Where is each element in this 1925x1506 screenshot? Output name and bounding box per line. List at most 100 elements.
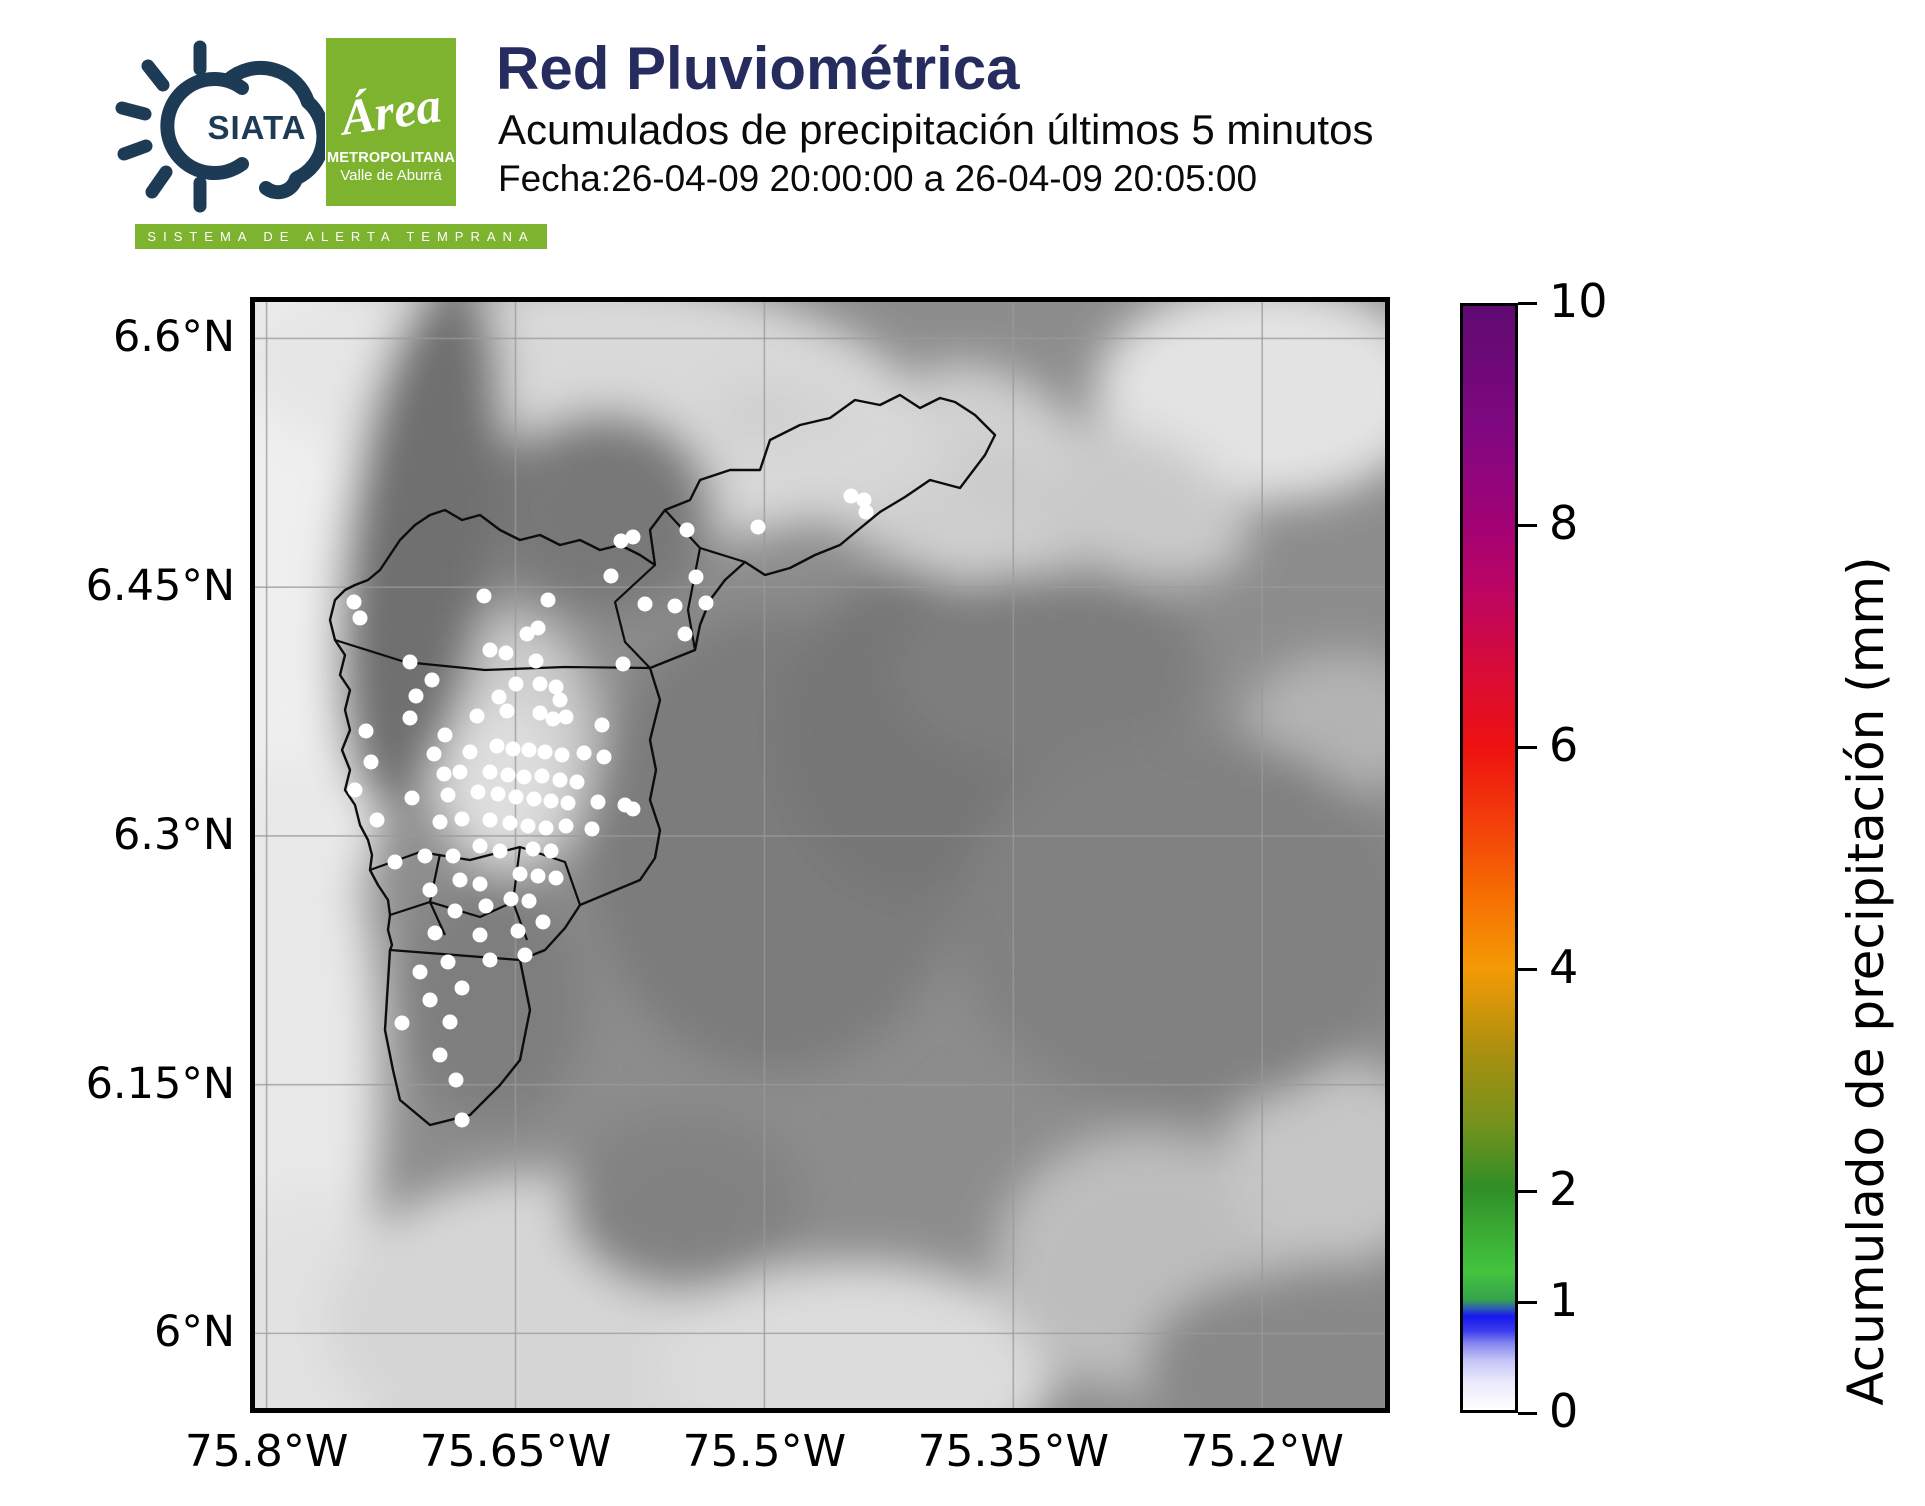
date-range: Fecha:26-04-09 20:00:00 a 26-04-09 20:05… xyxy=(498,158,1258,199)
station-dot xyxy=(452,764,468,780)
station-dot xyxy=(498,645,514,661)
station-dot xyxy=(408,688,424,704)
station-dot xyxy=(442,1014,458,1030)
station-dot xyxy=(404,790,420,806)
station-dot xyxy=(526,791,542,807)
station-dot xyxy=(369,812,385,828)
station-dot xyxy=(387,854,403,870)
y-tick-label: 6.6°N xyxy=(112,312,235,363)
station-dot xyxy=(532,705,548,721)
siata-tagline-bar: SISTEMA DE ALERTA TEMPRANA xyxy=(135,224,547,249)
colorbar-tick-label: 6 xyxy=(1549,718,1579,772)
station-dot xyxy=(558,818,574,834)
station-dot xyxy=(363,754,379,770)
page-title: Red Pluviométrica xyxy=(496,35,1020,102)
station-dot xyxy=(543,793,559,809)
station-dot xyxy=(548,679,564,695)
station-dot xyxy=(482,812,498,828)
station-dot xyxy=(554,747,570,763)
station-dot xyxy=(520,818,536,834)
station-dot xyxy=(432,814,448,830)
station-dot xyxy=(569,774,585,790)
station-dot xyxy=(677,626,693,642)
colorbar-tick xyxy=(1518,301,1537,305)
colorbar-tick-label: 2 xyxy=(1549,1162,1579,1216)
page-subtitle: Acumulados de precipitación últimos 5 mi… xyxy=(498,106,1374,153)
station-dot xyxy=(402,710,418,726)
colorbar-tick xyxy=(1518,523,1537,527)
station-dot xyxy=(422,992,438,1008)
colorbar-tick xyxy=(1518,1300,1537,1304)
station-dot xyxy=(440,787,456,803)
siata-logo: SIATA xyxy=(115,40,325,213)
station-dot xyxy=(545,711,561,727)
station-dot xyxy=(535,914,551,930)
colorbar-tick-label: 1 xyxy=(1549,1273,1579,1327)
station-dot xyxy=(540,592,556,608)
station-dot xyxy=(492,843,508,859)
station-dot xyxy=(394,1015,410,1031)
y-tick-label: 6.3°N xyxy=(112,809,235,860)
station-dot xyxy=(750,519,766,535)
station-dot xyxy=(530,620,546,636)
graticule-gridlines xyxy=(255,302,1385,1408)
station-dot xyxy=(482,642,498,658)
station-dot xyxy=(625,529,641,545)
precipitation-colorbar xyxy=(1460,303,1518,1413)
station-dot xyxy=(510,923,526,939)
station-dot xyxy=(613,533,629,549)
station-dot xyxy=(596,749,612,765)
station-dot xyxy=(552,772,568,788)
station-dot xyxy=(525,841,541,857)
precipitation-map xyxy=(255,302,1385,1408)
station-dot xyxy=(667,598,683,614)
colorbar-tick xyxy=(1518,1411,1537,1415)
station-dot xyxy=(482,952,498,968)
y-tick-label: 6.45°N xyxy=(85,561,235,612)
station-dot xyxy=(489,738,505,754)
station-dot xyxy=(843,488,859,504)
station-dot xyxy=(521,742,537,758)
area-metropolitana-logo: Área METROPOLITANA Valle de Aburrá xyxy=(326,38,456,206)
colorbar-tick-label: 0 xyxy=(1549,1384,1579,1438)
station-dot xyxy=(440,954,456,970)
rain-gauge-stations xyxy=(346,488,874,1128)
station-dot xyxy=(508,789,524,805)
station-dot xyxy=(637,596,653,612)
station-dot xyxy=(491,689,507,705)
siata-logo-text: SIATA xyxy=(207,109,306,146)
area-logo-line2: Valle de Aburrá xyxy=(340,167,442,184)
station-dot xyxy=(858,504,874,520)
station-dot xyxy=(615,656,631,672)
station-dot xyxy=(500,767,516,783)
station-dot xyxy=(490,786,506,802)
station-dot xyxy=(560,795,576,811)
station-dot xyxy=(521,893,537,909)
station-dot xyxy=(552,692,568,708)
station-dot xyxy=(432,1047,448,1063)
colorbar-axis-label: Acumulado de precipitación (mm) xyxy=(1837,556,1895,1406)
station-dot xyxy=(517,947,533,963)
station-dot xyxy=(472,838,488,854)
x-tick-label: 75.35°W xyxy=(917,1426,1110,1477)
station-dot xyxy=(412,964,428,980)
station-dot xyxy=(352,610,368,626)
station-dot xyxy=(426,746,442,762)
station-dot xyxy=(530,868,546,884)
station-dot xyxy=(424,672,440,688)
station-dot xyxy=(558,709,574,725)
station-dot xyxy=(499,703,515,719)
station-dot xyxy=(625,801,641,817)
station-dot xyxy=(603,568,619,584)
station-dot xyxy=(688,569,704,585)
colorbar-tick-label: 4 xyxy=(1549,940,1579,994)
station-dot xyxy=(448,1072,464,1088)
station-dot xyxy=(528,653,544,669)
y-tick-label: 6.15°N xyxy=(85,1058,235,1109)
station-dot xyxy=(346,594,362,610)
x-tick-label: 75.65°W xyxy=(419,1426,612,1477)
colorbar-tick xyxy=(1518,745,1537,749)
station-dot xyxy=(436,766,452,782)
colorbar-tick xyxy=(1518,1189,1537,1193)
station-dot xyxy=(679,522,695,538)
